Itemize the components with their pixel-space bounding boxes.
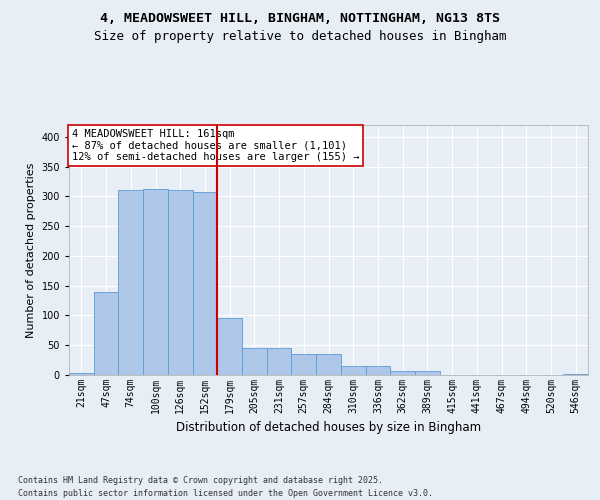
- Text: 4, MEADOWSWEET HILL, BINGHAM, NOTTINGHAM, NG13 8TS: 4, MEADOWSWEET HILL, BINGHAM, NOTTINGHAM…: [100, 12, 500, 26]
- Bar: [316, 354, 341, 375]
- Bar: [563, 374, 588, 375]
- Bar: [69, 372, 94, 375]
- Text: Contains public sector information licensed under the Open Government Licence v3: Contains public sector information licen…: [18, 489, 433, 498]
- Bar: [118, 190, 143, 375]
- Bar: [341, 366, 365, 375]
- Text: Contains HM Land Registry data © Crown copyright and database right 2025.: Contains HM Land Registry data © Crown c…: [18, 476, 383, 485]
- X-axis label: Distribution of detached houses by size in Bingham: Distribution of detached houses by size …: [176, 422, 481, 434]
- Bar: [168, 190, 193, 375]
- Bar: [193, 192, 217, 375]
- Bar: [390, 372, 415, 375]
- Bar: [365, 366, 390, 375]
- Bar: [217, 318, 242, 375]
- Bar: [94, 292, 118, 375]
- Bar: [292, 354, 316, 375]
- Text: Size of property relative to detached houses in Bingham: Size of property relative to detached ho…: [94, 30, 506, 43]
- Bar: [242, 348, 267, 375]
- Bar: [267, 348, 292, 375]
- Bar: [415, 372, 440, 375]
- Text: 4 MEADOWSWEET HILL: 161sqm
← 87% of detached houses are smaller (1,101)
12% of s: 4 MEADOWSWEET HILL: 161sqm ← 87% of deta…: [71, 128, 359, 162]
- Y-axis label: Number of detached properties: Number of detached properties: [26, 162, 36, 338]
- Bar: [143, 190, 168, 375]
